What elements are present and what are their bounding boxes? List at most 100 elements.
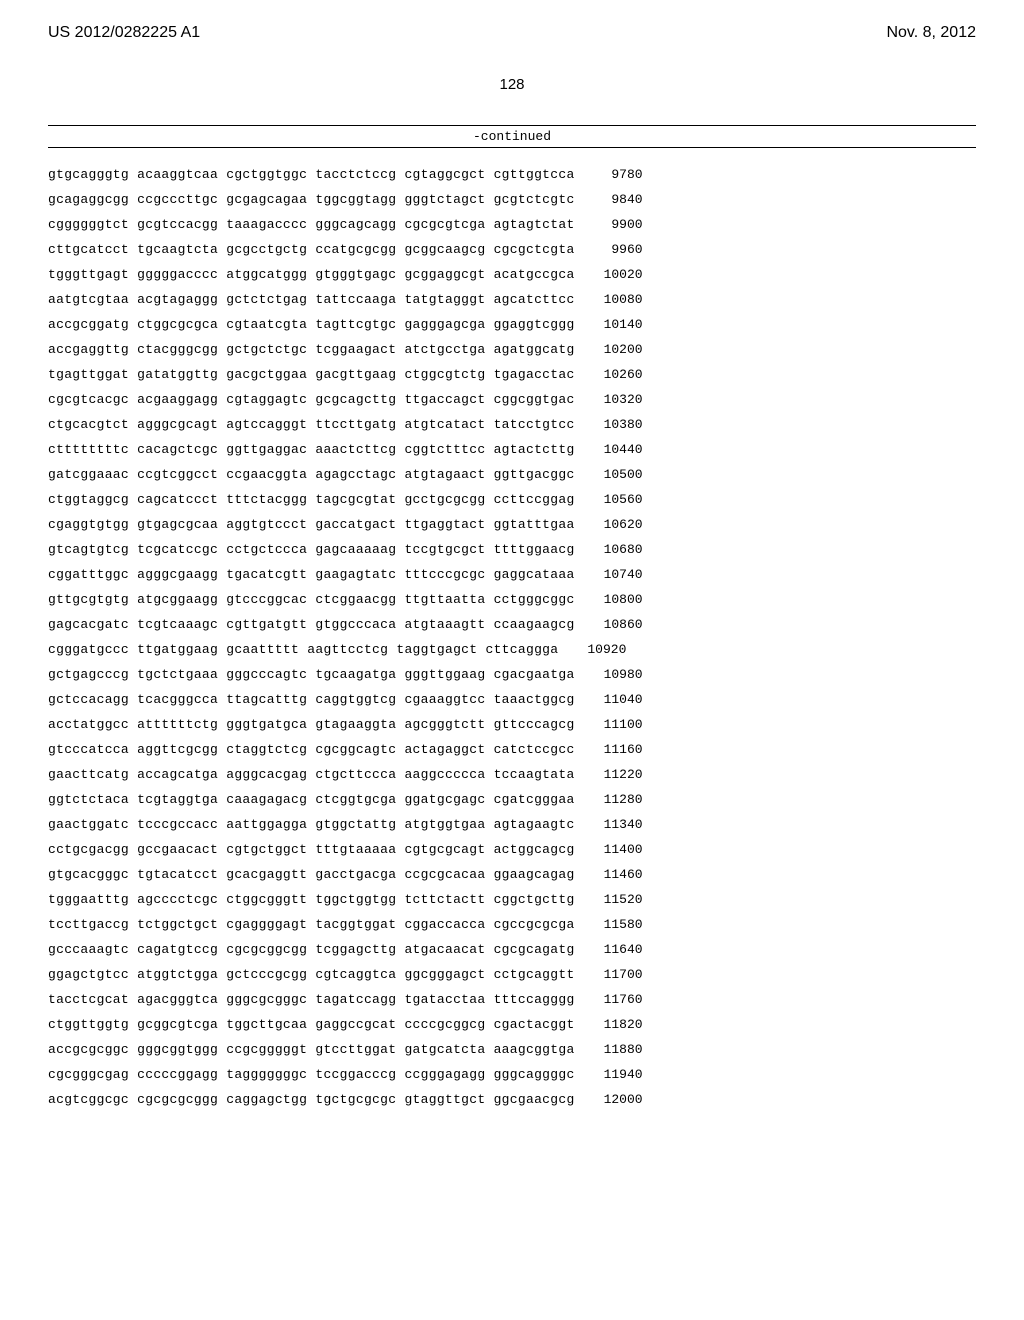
sequence-blocks: ctggttggtg gcggcgtcga tggcttgcaa gaggccg… (48, 1018, 575, 1031)
sequence-position: 10020 (591, 268, 643, 281)
patent-date: Nov. 8, 2012 (886, 24, 976, 42)
sequence-blocks: cgcgtcacgc acgaaggagg cgtaggagtc gcgcagc… (48, 393, 575, 406)
sequence-position: 11700 (591, 968, 643, 981)
sequence-row: accgcggatg ctggcgcgca cgtaatcgta tagttcg… (48, 318, 976, 331)
sequence-row: cggatttggc agggcgaagg tgacatcgtt gaagagt… (48, 568, 976, 581)
sequence-blocks: gttgcgtgtg atgcggaagg gtcccggcac ctcggaa… (48, 593, 575, 606)
sequence-row: cttttttttc cacagctcgc ggttgaggac aaactct… (48, 443, 976, 456)
sequence-blocks: cgaggtgtgg gtgagcgcaa aggtgtccct gaccatg… (48, 518, 575, 531)
sequence-position: 10200 (591, 343, 643, 356)
sequence-row: gaacttcatg accagcatga agggcacgag ctgcttc… (48, 768, 976, 781)
sequence-position: 11520 (591, 893, 643, 906)
sequence-row: cttgcatcct tgcaagtcta gcgcctgctg ccatgcg… (48, 243, 976, 256)
sequence-position: 9960 (591, 243, 643, 256)
sequence-position: 11160 (591, 743, 643, 756)
sequence-position: 12000 (591, 1093, 643, 1106)
sequence-position: 10380 (591, 418, 643, 431)
sequence-position: 11340 (591, 818, 643, 831)
sequence-position: 10620 (591, 518, 643, 531)
sequence-row: cgggatgccc ttgatggaag gcaattttt aagttcct… (48, 643, 976, 656)
sequence-blocks: gagcacgatc tcgtcaaagc cgttgatgtt gtggccc… (48, 618, 575, 631)
sequence-row: gctccacagg tcacgggcca ttagcatttg caggtgg… (48, 693, 976, 706)
page-header: US 2012/0282225 A1 Nov. 8, 2012 (0, 0, 1024, 42)
sequence-blocks: gaactggatc tcccgccacc aattggagga gtggcta… (48, 818, 575, 831)
sequence-position: 11220 (591, 768, 643, 781)
sequence-position: 9840 (591, 193, 643, 206)
sequence-row: ctgcacgtct agggcgcagt agtccagggt ttccttg… (48, 418, 976, 431)
sequence-position: 11400 (591, 843, 643, 856)
sequence-position: 11580 (591, 918, 643, 931)
sequence-row: gcccaaagtc cagatgtccg cgcgcggcgg tcggagc… (48, 943, 976, 956)
sequence-blocks: ggtctctaca tcgtaggtga caaagagacg ctcggtg… (48, 793, 575, 806)
patent-number: US 2012/0282225 A1 (48, 24, 200, 42)
sequence-position: 10320 (591, 393, 643, 406)
sequence-row: cgaggtgtgg gtgagcgcaa aggtgtccct gaccatg… (48, 518, 976, 531)
sequence-blocks: ggagctgtcc atggtctgga gctcccgcgg cgtcagg… (48, 968, 575, 981)
sequence-row: gtgcacgggc tgtacatcct gcacgaggtt gacctga… (48, 868, 976, 881)
sequence-row: gctgagcccg tgctctgaaa gggcccagtc tgcaaga… (48, 668, 976, 681)
sequence-blocks: accgcggatg ctggcgcgca cgtaatcgta tagttcg… (48, 318, 575, 331)
sequence-row: ctggttggtg gcggcgtcga tggcttgcaa gaggccg… (48, 1018, 976, 1031)
sequence-position: 10860 (591, 618, 643, 631)
sequence-position: 11820 (591, 1018, 643, 1031)
sequence-row: gtcccatcca aggttcgcgg ctaggtctcg cgcggca… (48, 743, 976, 756)
sequence-position: 10260 (591, 368, 643, 381)
sequence-position: 10800 (591, 593, 643, 606)
sequence-row: accgaggttg ctacgggcgg gctgctctgc tcggaag… (48, 343, 976, 356)
sequence-row: ggtctctaca tcgtaggtga caaagagacg ctcggtg… (48, 793, 976, 806)
sequence-blocks: tacctcgcat agacgggtca gggcgcgggc tagatcc… (48, 993, 575, 1006)
sequence-position: 10980 (591, 668, 643, 681)
sequence-row: gagcacgatc tcgtcaaagc cgttgatgtt gtggccc… (48, 618, 976, 631)
sequence-position: 9780 (591, 168, 643, 181)
sequence-row: cctgcgacgg gccgaacact cgtgctggct tttgtaa… (48, 843, 976, 856)
page-number: 128 (0, 76, 1024, 93)
sequence-blocks: gctccacagg tcacgggcca ttagcatttg caggtgg… (48, 693, 575, 706)
sequence-blocks: cgcgggcgag cccccggagg tagggggggc tccggac… (48, 1068, 575, 1081)
sequence-position: 10080 (591, 293, 643, 306)
sequence-position: 9900 (591, 218, 643, 231)
sequence-row: tacctcgcat agacgggtca gggcgcgggc tagatcc… (48, 993, 976, 1006)
sequence-blocks: acctatggcc attttttctg gggtgatgca gtagaag… (48, 718, 575, 731)
sequence-blocks: gatcggaaac ccgtcggcct ccgaacggta agagcct… (48, 468, 575, 481)
sequence-blocks: cctgcgacgg gccgaacact cgtgctggct tttgtaa… (48, 843, 575, 856)
sequence-position: 10140 (591, 318, 643, 331)
sequence-position: 10920 (574, 643, 626, 656)
sequence-row: cgcgggcgag cccccggagg tagggggggc tccggac… (48, 1068, 976, 1081)
sequence-row: cggggggtct gcgtccacgg taaagacccc gggcagc… (48, 218, 976, 231)
sequence-position: 11760 (591, 993, 643, 1006)
sequence-row: cgcgtcacgc acgaaggagg cgtaggagtc gcgcagc… (48, 393, 976, 406)
sequence-row: gaactggatc tcccgccacc aattggagga gtggcta… (48, 818, 976, 831)
sequence-blocks: gtgcagggtg acaaggtcaa cgctggtggc tacctct… (48, 168, 575, 181)
continued-label: -continued (48, 125, 976, 148)
sequence-blocks: tgagttggat gatatggttg gacgctggaa gacgttg… (48, 368, 575, 381)
sequence-listing: gtgcagggtg acaaggtcaa cgctggtggc tacctct… (48, 168, 976, 1106)
sequence-position: 11100 (591, 718, 643, 731)
sequence-row: tgggttgagt gggggacccc atggcatggg gtgggtg… (48, 268, 976, 281)
sequence-row: acctatggcc attttttctg gggtgatgca gtagaag… (48, 718, 976, 731)
sequence-blocks: tgggaatttg agcccctcgc ctggcgggtt tggctgg… (48, 893, 575, 906)
sequence-row: acgtcggcgc cgcgcgcggg caggagctgg tgctgcg… (48, 1093, 976, 1106)
sequence-blocks: cggatttggc agggcgaagg tgacatcgtt gaagagt… (48, 568, 575, 581)
sequence-position: 10440 (591, 443, 643, 456)
sequence-blocks: gctgagcccg tgctctgaaa gggcccagtc tgcaaga… (48, 668, 575, 681)
sequence-blocks: gtcccatcca aggttcgcgg ctaggtctcg cgcggca… (48, 743, 575, 756)
sequence-blocks: acgtcggcgc cgcgcgcggg caggagctgg tgctgcg… (48, 1093, 575, 1106)
sequence-row: gttgcgtgtg atgcggaagg gtcccggcac ctcggaa… (48, 593, 976, 606)
sequence-blocks: ctggtaggcg cagcatccct tttctacggg tagcgcg… (48, 493, 575, 506)
sequence-position: 11460 (591, 868, 643, 881)
sequence-blocks: accgaggttg ctacgggcgg gctgctctgc tcggaag… (48, 343, 575, 356)
sequence-row: tgggaatttg agcccctcgc ctggcgggtt tggctgg… (48, 893, 976, 906)
sequence-row: ctggtaggcg cagcatccct tttctacggg tagcgcg… (48, 493, 976, 506)
sequence-row: gtcagtgtcg tcgcatccgc cctgctccca gagcaaa… (48, 543, 976, 556)
sequence-blocks: cggggggtct gcgtccacgg taaagacccc gggcagc… (48, 218, 575, 231)
sequence-blocks: tccttgaccg tctggctgct cgaggggagt tacggtg… (48, 918, 575, 931)
sequence-position: 10560 (591, 493, 643, 506)
sequence-position: 11640 (591, 943, 643, 956)
sequence-row: gcagaggcgg ccgcccttgc gcgagcagaa tggcggt… (48, 193, 976, 206)
sequence-blocks: gtgcacgggc tgtacatcct gcacgaggtt gacctga… (48, 868, 575, 881)
sequence-position: 10680 (591, 543, 643, 556)
sequence-row: tccttgaccg tctggctgct cgaggggagt tacggtg… (48, 918, 976, 931)
sequence-position: 11940 (591, 1068, 643, 1081)
sequence-row: ggagctgtcc atggtctgga gctcccgcgg cgtcagg… (48, 968, 976, 981)
sequence-position: 11040 (591, 693, 643, 706)
